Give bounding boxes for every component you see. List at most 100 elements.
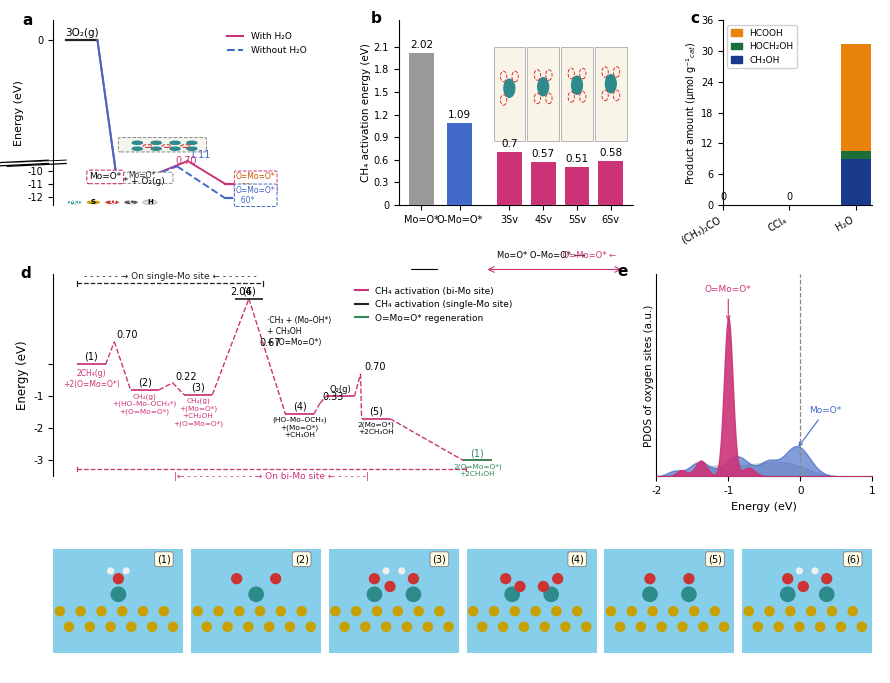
Y-axis label: CH₄ activation energy (eV): CH₄ activation energy (eV)	[361, 43, 371, 182]
Bar	[841, 159, 870, 205]
Circle shape	[552, 607, 561, 616]
Text: O=Mo=O*: O=Mo=O*	[705, 285, 752, 320]
Circle shape	[678, 622, 687, 631]
Text: 4O* + O₂(g): 4O* + O₂(g)	[111, 177, 166, 186]
Circle shape	[469, 607, 478, 616]
Circle shape	[710, 607, 719, 616]
Text: S: S	[91, 199, 96, 206]
FancyBboxPatch shape	[110, 172, 173, 183]
Text: e: e	[618, 264, 627, 279]
Text: (6): (6)	[846, 554, 860, 564]
Circle shape	[393, 607, 402, 616]
Circle shape	[490, 607, 498, 616]
Circle shape	[244, 622, 253, 631]
Bar	[530, 162, 555, 205]
Text: H: H	[147, 199, 153, 206]
Text: 0.51: 0.51	[565, 154, 588, 163]
Circle shape	[531, 607, 540, 616]
Circle shape	[235, 607, 244, 616]
Circle shape	[139, 607, 148, 616]
Circle shape	[384, 568, 389, 574]
Circle shape	[498, 622, 507, 631]
Text: |← - - - - - - - - - - - → On bi-Mo site ← - - - - -|: |← - - - - - - - - - - - → On bi-Mo site…	[174, 472, 369, 481]
Legend: CH₄ activation (bi-Mo site), CH₄ activation (single-Mo site), O=Mo=O* regenerati: CH₄ activation (bi-Mo site), CH₄ activat…	[351, 283, 516, 326]
Circle shape	[657, 622, 667, 631]
Text: a: a	[23, 13, 33, 28]
Circle shape	[510, 607, 520, 616]
Legend: HCOOH, HOCH₂OH, CH₃OH: HCOOH, HOCH₂OH, CH₃OH	[727, 25, 797, 68]
Text: (6): (6)	[242, 287, 255, 296]
Text: ·CH₃ + (Mo–OH*)
+ CH₃OH
+ (O=Mo=O*): ·CH₃ + (Mo–OH*) + CH₃OH + (O=Mo=O*)	[267, 316, 331, 347]
Circle shape	[538, 78, 548, 96]
Circle shape	[582, 622, 591, 631]
Circle shape	[369, 574, 379, 584]
Circle shape	[133, 141, 142, 144]
Text: (5): (5)	[708, 554, 722, 564]
Text: 0.22: 0.22	[175, 372, 197, 382]
Circle shape	[187, 141, 197, 144]
FancyBboxPatch shape	[494, 47, 525, 141]
Text: 1.11: 1.11	[190, 150, 211, 160]
Circle shape	[133, 147, 142, 150]
Circle shape	[276, 607, 286, 616]
FancyBboxPatch shape	[562, 47, 593, 141]
Circle shape	[340, 622, 349, 631]
Circle shape	[815, 622, 825, 631]
Circle shape	[170, 141, 180, 144]
Circle shape	[828, 607, 837, 616]
Circle shape	[77, 607, 85, 616]
Circle shape	[553, 574, 562, 584]
Circle shape	[124, 568, 129, 574]
Text: c: c	[690, 11, 700, 26]
Circle shape	[113, 574, 124, 584]
Circle shape	[159, 607, 168, 616]
Circle shape	[105, 200, 119, 204]
Circle shape	[124, 200, 138, 204]
Circle shape	[170, 147, 180, 150]
Bar	[497, 152, 522, 205]
Circle shape	[106, 622, 115, 631]
Circle shape	[193, 607, 202, 616]
Circle shape	[668, 607, 678, 616]
Text: CH₄(g)
+(HO–Mo–OCH₃*)
+(O=Mo=O*): CH₄(g) +(HO–Mo–OCH₃*) +(O=Mo=O*)	[113, 393, 177, 415]
Circle shape	[765, 607, 774, 616]
Circle shape	[606, 607, 616, 616]
Circle shape	[373, 607, 382, 616]
Circle shape	[202, 622, 211, 631]
Circle shape	[385, 581, 395, 591]
Text: 0.70: 0.70	[365, 362, 386, 372]
Legend: With H₂O, Without H₂O: With H₂O, Without H₂O	[223, 29, 310, 59]
Circle shape	[151, 141, 161, 144]
Circle shape	[798, 581, 808, 591]
Text: Mo=O*: Mo=O*	[799, 406, 842, 446]
Circle shape	[636, 622, 645, 631]
Text: CH₄(g)
+(Mo=O*)
+CH₂OH
+(O=Mo=O*): CH₄(g) +(Mo=O*) +CH₂OH +(O=Mo=O*)	[173, 398, 223, 427]
Text: 2(Mo=O*)
+2CH₃OH: 2(Mo=O*) +2CH₃OH	[358, 421, 394, 435]
Text: - - - - - - → On single-Mo site ← - - - - - -: - - - - - - → On single-Mo site ← - - - …	[84, 272, 256, 281]
Circle shape	[331, 607, 340, 616]
Circle shape	[813, 568, 818, 574]
Text: O₂(g): O₂(g)	[329, 385, 352, 394]
Circle shape	[783, 574, 793, 584]
Text: (1): (1)	[157, 554, 171, 564]
Circle shape	[786, 607, 795, 616]
Circle shape	[520, 622, 529, 631]
Bar	[448, 123, 472, 205]
Circle shape	[264, 622, 274, 631]
Circle shape	[753, 622, 763, 631]
FancyBboxPatch shape	[118, 137, 206, 152]
Circle shape	[406, 587, 421, 602]
Text: 0: 0	[786, 192, 792, 202]
Circle shape	[255, 607, 264, 616]
Circle shape	[368, 587, 382, 602]
Text: 0.70: 0.70	[175, 156, 197, 166]
Circle shape	[821, 574, 831, 584]
Circle shape	[820, 587, 834, 602]
Circle shape	[148, 622, 157, 631]
Circle shape	[616, 622, 625, 631]
Y-axis label: PDOS of oxygen sites (a.u.): PDOS of oxygen sites (a.u.)	[643, 304, 653, 447]
Circle shape	[127, 622, 136, 631]
Text: b: b	[370, 11, 382, 26]
Circle shape	[86, 200, 101, 204]
Circle shape	[423, 622, 433, 631]
